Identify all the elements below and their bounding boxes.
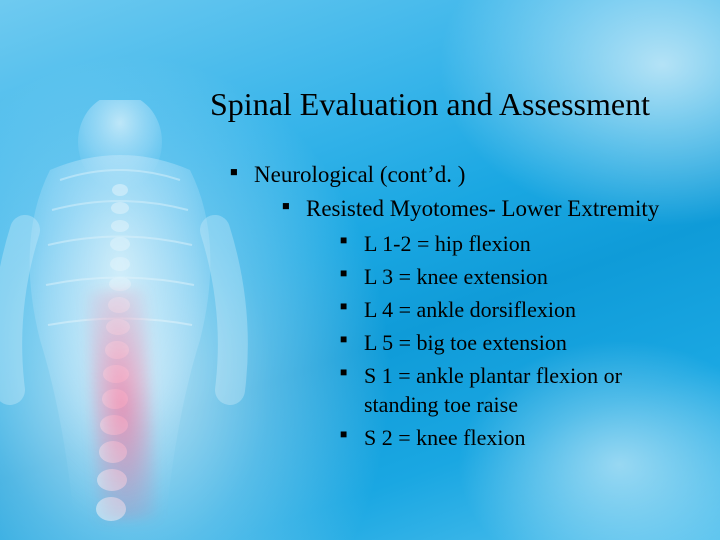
spine-highlight-glow <box>86 289 158 522</box>
slide-title: Spinal Evaluation and Assessment <box>210 86 700 123</box>
bullet-text: L 1-2 = hip flexion <box>364 231 531 256</box>
slide-content: Neurological (cont’d. ) Resisted Myotome… <box>230 160 700 456</box>
bullet-level3-item: S 1 = ankle plantar flexion or standing … <box>340 361 700 419</box>
bullet-level1-text: Neurological (cont’d. ) <box>254 162 465 187</box>
bullet-level3-item: S 2 = knee flexion <box>340 423 700 452</box>
bullet-text: L 3 = knee extension <box>364 264 548 289</box>
bullet-level2-text: Resisted Myotomes- Lower Extremity <box>306 196 659 221</box>
slide: Spinal Evaluation and Assessment Neurolo… <box>0 0 720 540</box>
bullet-text: L 5 = big toe extension <box>364 330 567 355</box>
bullet-level3-item: L 1-2 = hip flexion <box>340 229 700 258</box>
bullet-text: S 1 = ankle plantar flexion or standing … <box>364 363 622 417</box>
bullet-level3-item: L 5 = big toe extension <box>340 328 700 357</box>
bullet-level2: Resisted Myotomes- Lower Extremity L 1-2… <box>282 194 700 452</box>
bullet-text: L 4 = ankle dorsiflexion <box>364 297 576 322</box>
bullet-level3-item: L 3 = knee extension <box>340 262 700 291</box>
bullet-text: S 2 = knee flexion <box>364 425 526 450</box>
bullet-level3-item: L 4 = ankle dorsiflexion <box>340 295 700 324</box>
bullet-level1: Neurological (cont’d. ) Resisted Myotome… <box>230 160 700 452</box>
